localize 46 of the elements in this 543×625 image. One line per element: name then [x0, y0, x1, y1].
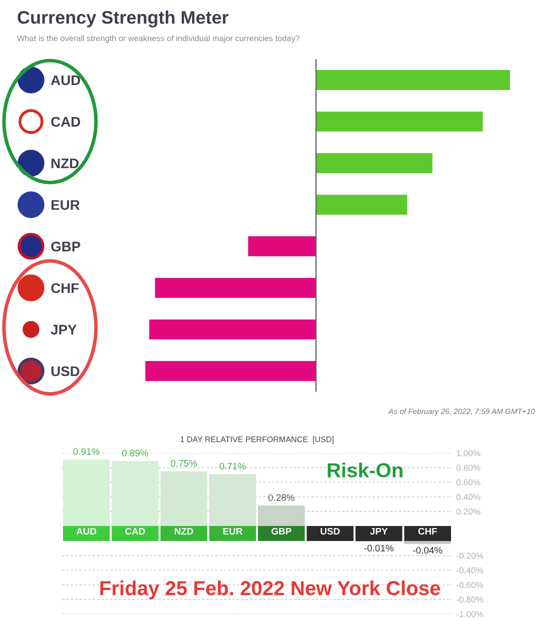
data-label: 0.89% — [122, 450, 148, 456]
x-tick-label: AUD — [76, 528, 96, 535]
y-tick-label: -1.00% — [456, 611, 484, 618]
data-label: 0.91% — [73, 448, 100, 455]
bar — [316, 112, 483, 132]
chart-title: Currency Strength Meter — [18, 10, 228, 28]
y-tick-label: -0.20% — [456, 552, 484, 559]
bar — [316, 194, 408, 215]
y-tick-label: 0.80% — [456, 464, 480, 471]
y-tick-label: -0.40% — [456, 567, 484, 574]
y-tick-label: USD — [51, 366, 80, 376]
x-tick-label: USD — [320, 528, 340, 535]
x-tick-label: NZD — [174, 528, 194, 535]
data-label: -0.01% — [364, 544, 394, 552]
y-tick-label: -0.80% — [456, 596, 484, 603]
y-tick-label: NZD — [52, 158, 79, 168]
y-tick-label: GBP — [51, 242, 80, 252]
annotation: Risk-On — [328, 462, 402, 478]
bar — [316, 70, 510, 90]
data-label: 0.75% — [170, 460, 197, 467]
y-tick-label: JPY — [50, 324, 77, 335]
bar — [145, 361, 316, 381]
data-label: 0.28% — [268, 494, 294, 501]
x-tick-label: EUR — [223, 528, 242, 535]
data-label: 0.71% — [220, 462, 246, 470]
bar — [149, 319, 316, 340]
y-tick-label: 0.20% — [456, 508, 480, 515]
y-tick-label: 0.60% — [456, 479, 480, 486]
x-tick-label: GBP — [272, 528, 292, 535]
y-tick-label: 0.40% — [456, 494, 480, 500]
x-tick-label: CHF — [418, 528, 437, 535]
y-tick-label: -0.60% — [456, 582, 484, 588]
x-tick-label: CAD — [125, 528, 145, 535]
bar — [155, 278, 316, 298]
y-tick-label: 1.00% — [456, 450, 480, 456]
y-tick-label: CHF — [51, 283, 79, 294]
data-label: -0.04% — [413, 546, 442, 554]
y-tick-label: CAD — [51, 116, 80, 127]
chart-title: 1 DAY RELATIVE PERFORMANCE [USD] — [180, 436, 334, 444]
bar — [316, 153, 432, 174]
y-tick-label: AUD — [50, 75, 80, 86]
y-tick-label: EUR — [52, 200, 80, 210]
annotation: Friday 25 Feb. 2022 New York Close — [100, 580, 440, 600]
bar — [248, 236, 316, 256]
chart-subtitle: What is the overall strength or weakness of individual major currencies today? — [17, 35, 300, 43]
x-tick-label: JPY — [370, 528, 388, 535]
